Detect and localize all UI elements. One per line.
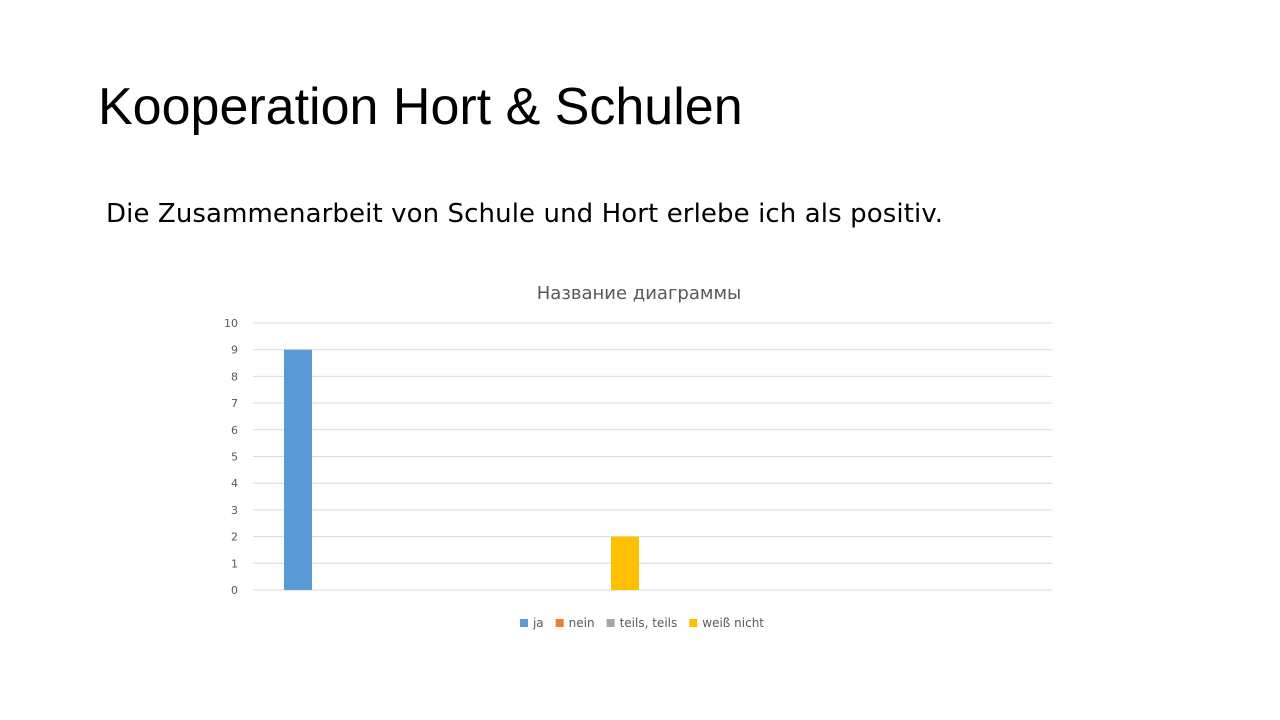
legend-swatch-nein [555,619,564,627]
legend-label-wei-nicht: weiß nicht [702,616,764,630]
legend-label-teils-teils: teils, teils [620,616,678,630]
slide-title: Kooperation Hort & Schulen [98,78,743,136]
legend-swatch-teils-teils [606,619,615,627]
legend-label-nein: nein [569,616,595,630]
chart-gridlines [253,322,1052,591]
y-tick-label: 5 [231,451,238,464]
y-tick-label: 3 [231,504,238,517]
y-tick-label: 2 [231,531,238,544]
legend-swatch-ja [519,619,528,627]
y-tick-label: 4 [231,477,238,490]
y-tick-label: 6 [231,424,238,437]
legend-swatch-wei-nicht [689,619,698,627]
legend-label-ja: ja [532,616,544,630]
y-axis-tick-labels: 0 1 2 3 4 5 6 7 8 9 10 [224,317,238,597]
y-tick-label: 7 [231,397,238,410]
chart-title: Название диаграммы [537,283,742,304]
chart-legend: ja nein teils, teils weiß nicht [519,616,764,630]
y-tick-label: 9 [231,344,238,357]
chart-bars [284,349,639,590]
bar-wei-nicht [611,536,639,590]
y-tick-label: 10 [224,317,238,330]
y-tick-label: 8 [231,370,238,383]
bar-ja [284,349,312,590]
y-tick-label: 0 [231,584,238,597]
slide-subtitle: Die Zusammenarbeit von Schule und Hort e… [106,199,944,229]
y-tick-label: 1 [231,557,238,570]
